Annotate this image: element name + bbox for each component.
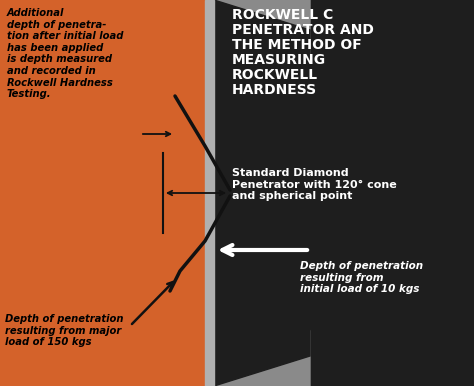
- Text: Additional
depth of penetra-
tion after initial load
has been applied
is depth m: Additional depth of penetra- tion after …: [7, 8, 123, 99]
- Text: Depth of penetration
resulting from major
load of 150 kgs: Depth of penetration resulting from majo…: [5, 314, 124, 347]
- Text: ROCKWELL C
PENETRATOR AND
THE METHOD OF
MEASURING
ROCKWELL
HARDNESS: ROCKWELL C PENETRATOR AND THE METHOD OF …: [232, 8, 374, 98]
- Text: Standard Diamond
Penetrator with 120° cone
and spherical point: Standard Diamond Penetrator with 120° co…: [232, 168, 397, 201]
- Polygon shape: [214, 0, 310, 386]
- Bar: [0, 0, 210, 386]
- Polygon shape: [207, 0, 310, 386]
- Text: Depth of penetration
resulting from
initial load of 10 kgs: Depth of penetration resulting from init…: [300, 261, 423, 294]
- Polygon shape: [0, 0, 210, 386]
- Polygon shape: [205, 0, 214, 386]
- Bar: [208, 0, 474, 386]
